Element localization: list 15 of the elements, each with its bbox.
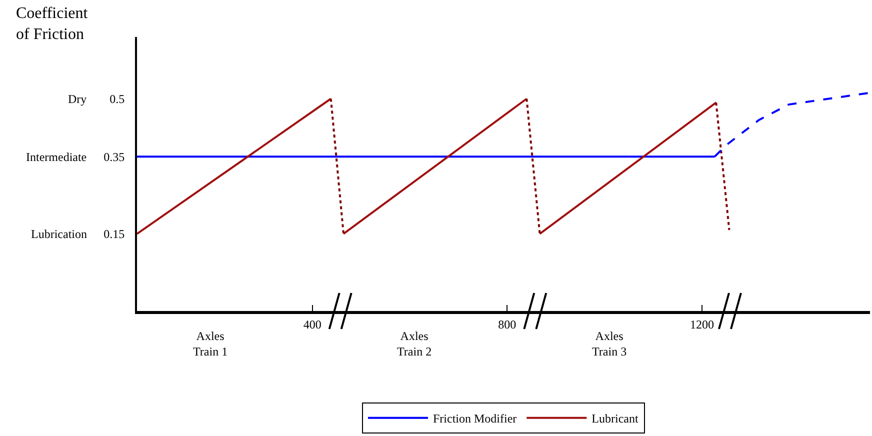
y-tick-label: 0.35 xyxy=(104,150,125,164)
text: Axles Train 3 xyxy=(592,329,627,359)
legend-label: Friction Modifier xyxy=(433,412,517,426)
text: Axles Train 2 xyxy=(397,329,432,359)
text: Intermediate xyxy=(26,150,87,164)
text: Lubrication xyxy=(31,227,87,241)
x-tick-label: 1200 xyxy=(690,317,714,332)
y-axis-title: Coefficient of Friction xyxy=(16,5,88,43)
x-tick-label: 800 xyxy=(498,317,516,332)
x-tick-label: 400 xyxy=(303,317,322,332)
y-tick-label: 0.5 xyxy=(110,92,125,106)
y-tick-label: 0.15 xyxy=(104,227,125,242)
text: Axles Train 1 xyxy=(193,329,228,359)
legend-label: Lubricant xyxy=(592,412,639,426)
text: Dry xyxy=(68,92,87,106)
